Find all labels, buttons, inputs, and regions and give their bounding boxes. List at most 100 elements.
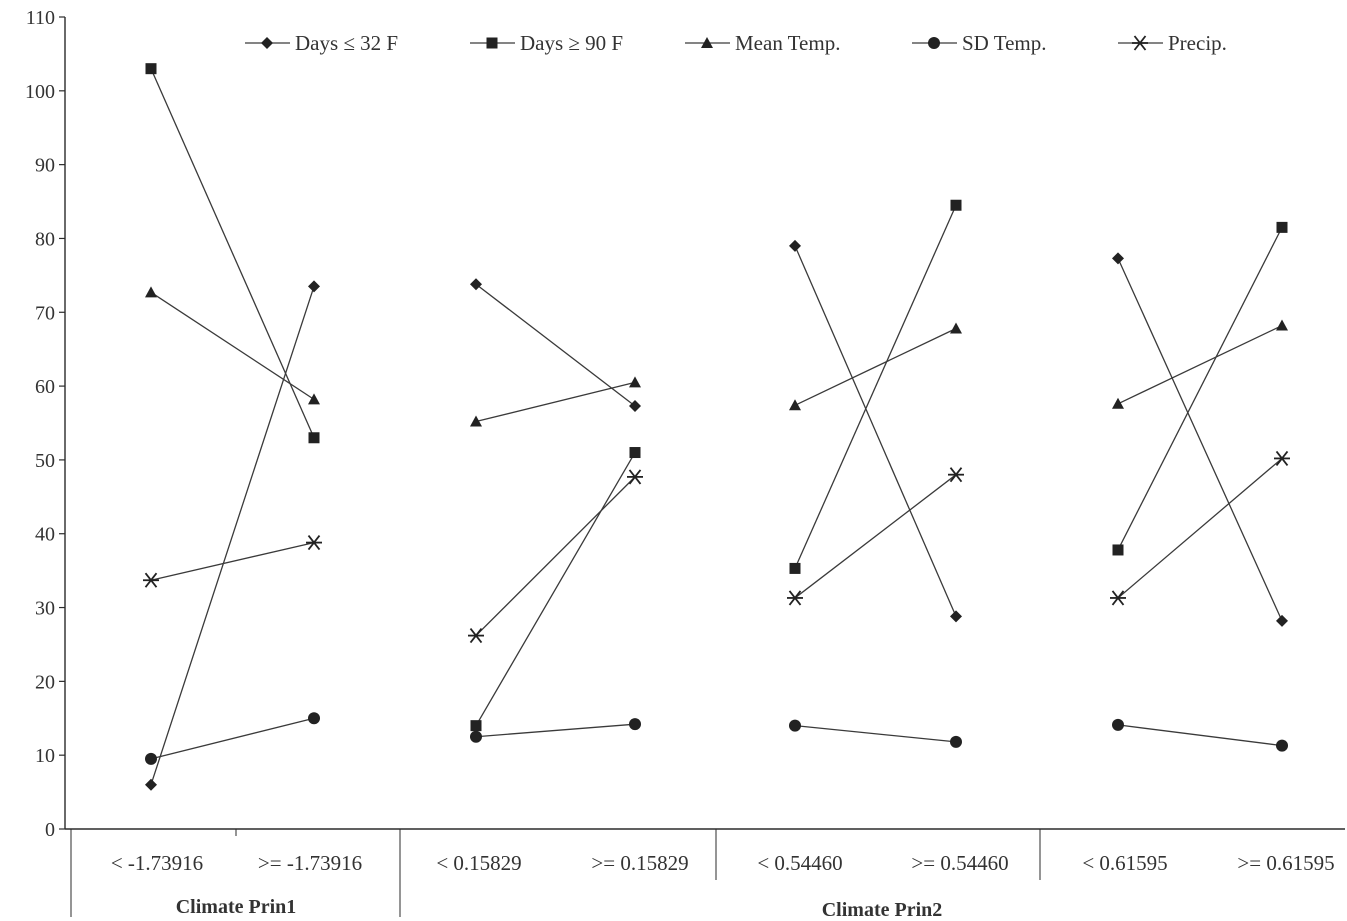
- data-point-triangle: [1276, 319, 1288, 331]
- data-point-square: [470, 720, 482, 732]
- group-label: Climate Prin2: [822, 899, 943, 921]
- series-line: [1117, 324, 1283, 405]
- axes: [64, 17, 1345, 917]
- data-point-star: [468, 628, 484, 644]
- data-point-triangle: [789, 399, 801, 411]
- data-point-square: [789, 562, 801, 574]
- series-line: [150, 541, 315, 581]
- legend-label: Days ≤ 32 F: [295, 31, 398, 55]
- series-star: [143, 450, 1290, 644]
- data-point-star: [948, 467, 964, 483]
- data-point-star: [787, 590, 803, 606]
- data-point-square: [145, 63, 157, 75]
- y-tick-label: 0: [45, 819, 55, 841]
- series-line: [150, 717, 315, 760]
- data-point-circle: [1112, 718, 1124, 731]
- data-point-square: [486, 37, 498, 49]
- legend-label: SD Temp.: [962, 31, 1046, 55]
- y-tick-label: 50: [35, 450, 55, 472]
- series-line: [475, 476, 636, 637]
- data-point-diamond: [950, 610, 962, 623]
- series-circle: [145, 712, 1288, 765]
- series-line: [475, 723, 636, 738]
- y-tick-label: 110: [26, 7, 55, 29]
- y-tick-label: 60: [35, 376, 55, 398]
- series-line: [150, 286, 315, 785]
- group-label: Climate Prin1: [176, 896, 297, 918]
- legend-item: Days ≥ 90 F: [470, 31, 623, 55]
- category-label: < 0.54460: [757, 851, 842, 875]
- data-point-square: [1276, 221, 1288, 233]
- data-point-star: [1110, 590, 1126, 606]
- series-line: [794, 327, 957, 406]
- legend: Days ≤ 32 F Days ≥ 90 F Mean Temp. SD Temp.…: [245, 31, 1227, 55]
- category-label: < -1.73916: [111, 851, 203, 875]
- legend-label: Mean Temp.: [735, 31, 840, 55]
- y-tick-label: 20: [35, 671, 55, 693]
- data-point-star: [1274, 450, 1290, 466]
- series-line: [794, 474, 957, 599]
- data-point-circle: [950, 735, 962, 748]
- series-line: [1117, 258, 1283, 622]
- data-point-triangle: [470, 415, 482, 427]
- series-line: [794, 245, 957, 617]
- y-tick-label: 10: [35, 745, 55, 767]
- category-label: >= 0.15829: [591, 851, 688, 875]
- series-line: [150, 291, 315, 400]
- series-line: [475, 283, 636, 407]
- series-line: [1117, 457, 1283, 599]
- data-point-triangle: [145, 286, 157, 298]
- series-line: [1117, 227, 1283, 551]
- data-point-diamond: [308, 280, 320, 293]
- legend-item: Days ≤ 32 F: [245, 31, 398, 55]
- group-labels: Climate Prin1 Climate Prin2: [176, 896, 943, 921]
- data-point-triangle: [308, 393, 320, 405]
- category-label: >= 0.61595: [1237, 851, 1334, 875]
- category-label: < 0.15829: [436, 851, 521, 875]
- series-line: [794, 725, 957, 743]
- y-tick-label: 90: [35, 155, 55, 177]
- data-point-diamond: [145, 778, 157, 791]
- series-square: [145, 63, 1288, 732]
- series-line: [1117, 724, 1283, 747]
- data-point-diamond: [261, 37, 273, 49]
- category-label: < 0.61595: [1082, 851, 1167, 875]
- series-line: [794, 204, 957, 569]
- data-point-diamond: [1112, 252, 1124, 265]
- data-point-circle: [1276, 739, 1288, 752]
- series-line: [150, 68, 315, 439]
- y-tick-label: 100: [25, 81, 55, 103]
- data-point-circle: [789, 719, 801, 732]
- y-tick-label: 40: [35, 524, 55, 546]
- series-line: [475, 452, 636, 726]
- category-label: >= -1.73916: [258, 851, 362, 875]
- legend-label: Days ≥ 90 F: [520, 31, 623, 55]
- data-point-triangle: [1112, 397, 1124, 409]
- data-point-square: [308, 432, 320, 444]
- legend-item: SD Temp.: [912, 31, 1046, 55]
- series-layer: [143, 63, 1290, 791]
- data-point-triangle: [950, 322, 962, 334]
- data-point-triangle: [629, 376, 641, 388]
- data-point-circle: [629, 718, 641, 731]
- data-point-circle: [928, 37, 940, 49]
- series-diamond: [145, 239, 1288, 791]
- legend-item: Precip.: [1118, 31, 1227, 55]
- data-point-diamond: [789, 239, 801, 252]
- series-line: [475, 381, 636, 423]
- data-point-circle: [308, 712, 320, 725]
- data-point-star: [1132, 35, 1148, 51]
- data-point-square: [629, 447, 641, 459]
- category-labels: < -1.73916 >= -1.73916 < 0.15829 >= 0.15829…: [111, 851, 1335, 875]
- data-point-triangle: [701, 37, 713, 48]
- data-point-diamond: [470, 278, 482, 291]
- data-point-circle: [145, 752, 157, 765]
- y-tick-label: 70: [35, 302, 55, 324]
- data-point-diamond: [629, 400, 641, 413]
- data-point-star: [306, 535, 322, 551]
- y-tick-label: 30: [35, 598, 55, 620]
- y-axis-ticks: 0 10 20 30 40 50 60 70 80 90 100 110: [25, 7, 65, 841]
- data-point-square: [1112, 544, 1124, 556]
- y-tick-label: 80: [35, 228, 55, 250]
